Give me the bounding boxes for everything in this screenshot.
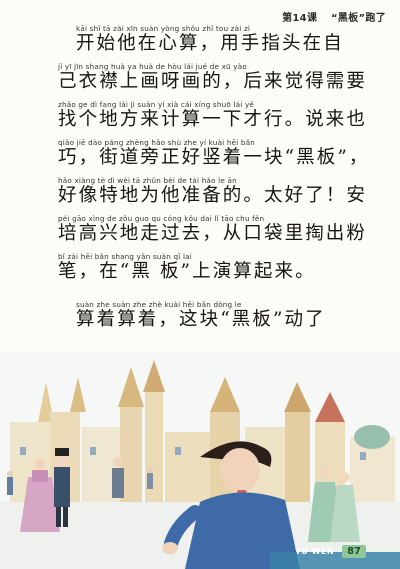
pinyin-line: hǎo xiàng tè dì wèi tā zhǔn bèi de tài h… [58,176,237,185]
text-line: zhǎo ge dì fang lái jì suàn yí xià cái x… [58,100,367,131]
page-number: 87 [342,545,366,558]
pinyin-line: jǐ yī jīn shang huà ya huà de hòu lái ju… [58,62,247,71]
footer-band [270,552,400,569]
hanzi-line: 好像特地为他准备的。太好了！安 [58,185,368,206]
woman-pink-dress [20,458,60,532]
page-header: 第14课 “黑板”跑了 [282,9,386,24]
ampere-character [162,441,300,569]
hanzi-line: 培高兴地走过去，从口袋里掏出粉 [58,223,368,244]
hanzi-line: 巧，街道旁正好竖着一块“黑板”， [58,147,370,168]
text-line: qiǎo jiē dào páng zhèng hǎo shù zhe yí k… [58,138,370,169]
pinyin-line: kāi shǐ tā zài xīn suàn yòng shǒu zhǐ to… [76,24,251,33]
page-footer: YU WEN 87 [295,545,366,558]
street-scene-illustration [0,352,400,569]
pinyin-line: zhǎo ge dì fang lái jì suàn yí xià cái x… [58,100,255,109]
hanzi-line: 算着算着，这块“黑板”动了 [76,309,326,330]
text-line: kāi shǐ tā zài xīn suàn yòng shǒu zhǐ to… [76,24,344,55]
lesson-title: “黑板”跑了 [331,13,386,24]
hanzi-line: 找个地方来计算一下才行。说来也 [58,109,368,130]
pinyin-line: suàn zhe suàn zhe zhè kuài hēi bǎn dòng … [76,300,242,309]
man-dark-coat [54,448,70,527]
hanzi-line: 笔，在“黑 板”上演算起来。 [58,261,316,282]
text-line: suàn zhe suàn zhe zhè kuài hēi bǎn dòng … [76,300,326,331]
text-line: jǐ yī jīn shang huà ya huà de hòu lái ju… [58,62,367,93]
hanzi-line: 开始他在心算，用手指头在自 [76,33,344,54]
small-figure [112,457,124,498]
women-right [308,467,360,542]
text-line: hǎo xiàng tè dì wèi tā zhǔn bèi de tài h… [58,176,367,207]
text-line: bǐ zài hēi bǎn shang yǎn suàn qǐ lai 笔，在… [58,252,316,283]
distant-figures [7,467,153,495]
pinyin-line: qiǎo jiē dào páng zhèng hǎo shù zhe yí k… [58,138,256,147]
lesson-number: 第14课 [282,13,318,24]
text-line: péi gāo xìng de zǒu guo qu cóng kǒu dai … [58,214,367,245]
pinyin-line: péi gāo xìng de zǒu guo qu cóng kǒu dai … [58,214,265,223]
subject-label: YU WEN [295,547,335,556]
hanzi-line: 己衣襟上画呀画的，后来觉得需要 [58,71,368,92]
pinyin-line: bǐ zài hēi bǎn shang yǎn suàn qǐ lai [58,252,192,261]
